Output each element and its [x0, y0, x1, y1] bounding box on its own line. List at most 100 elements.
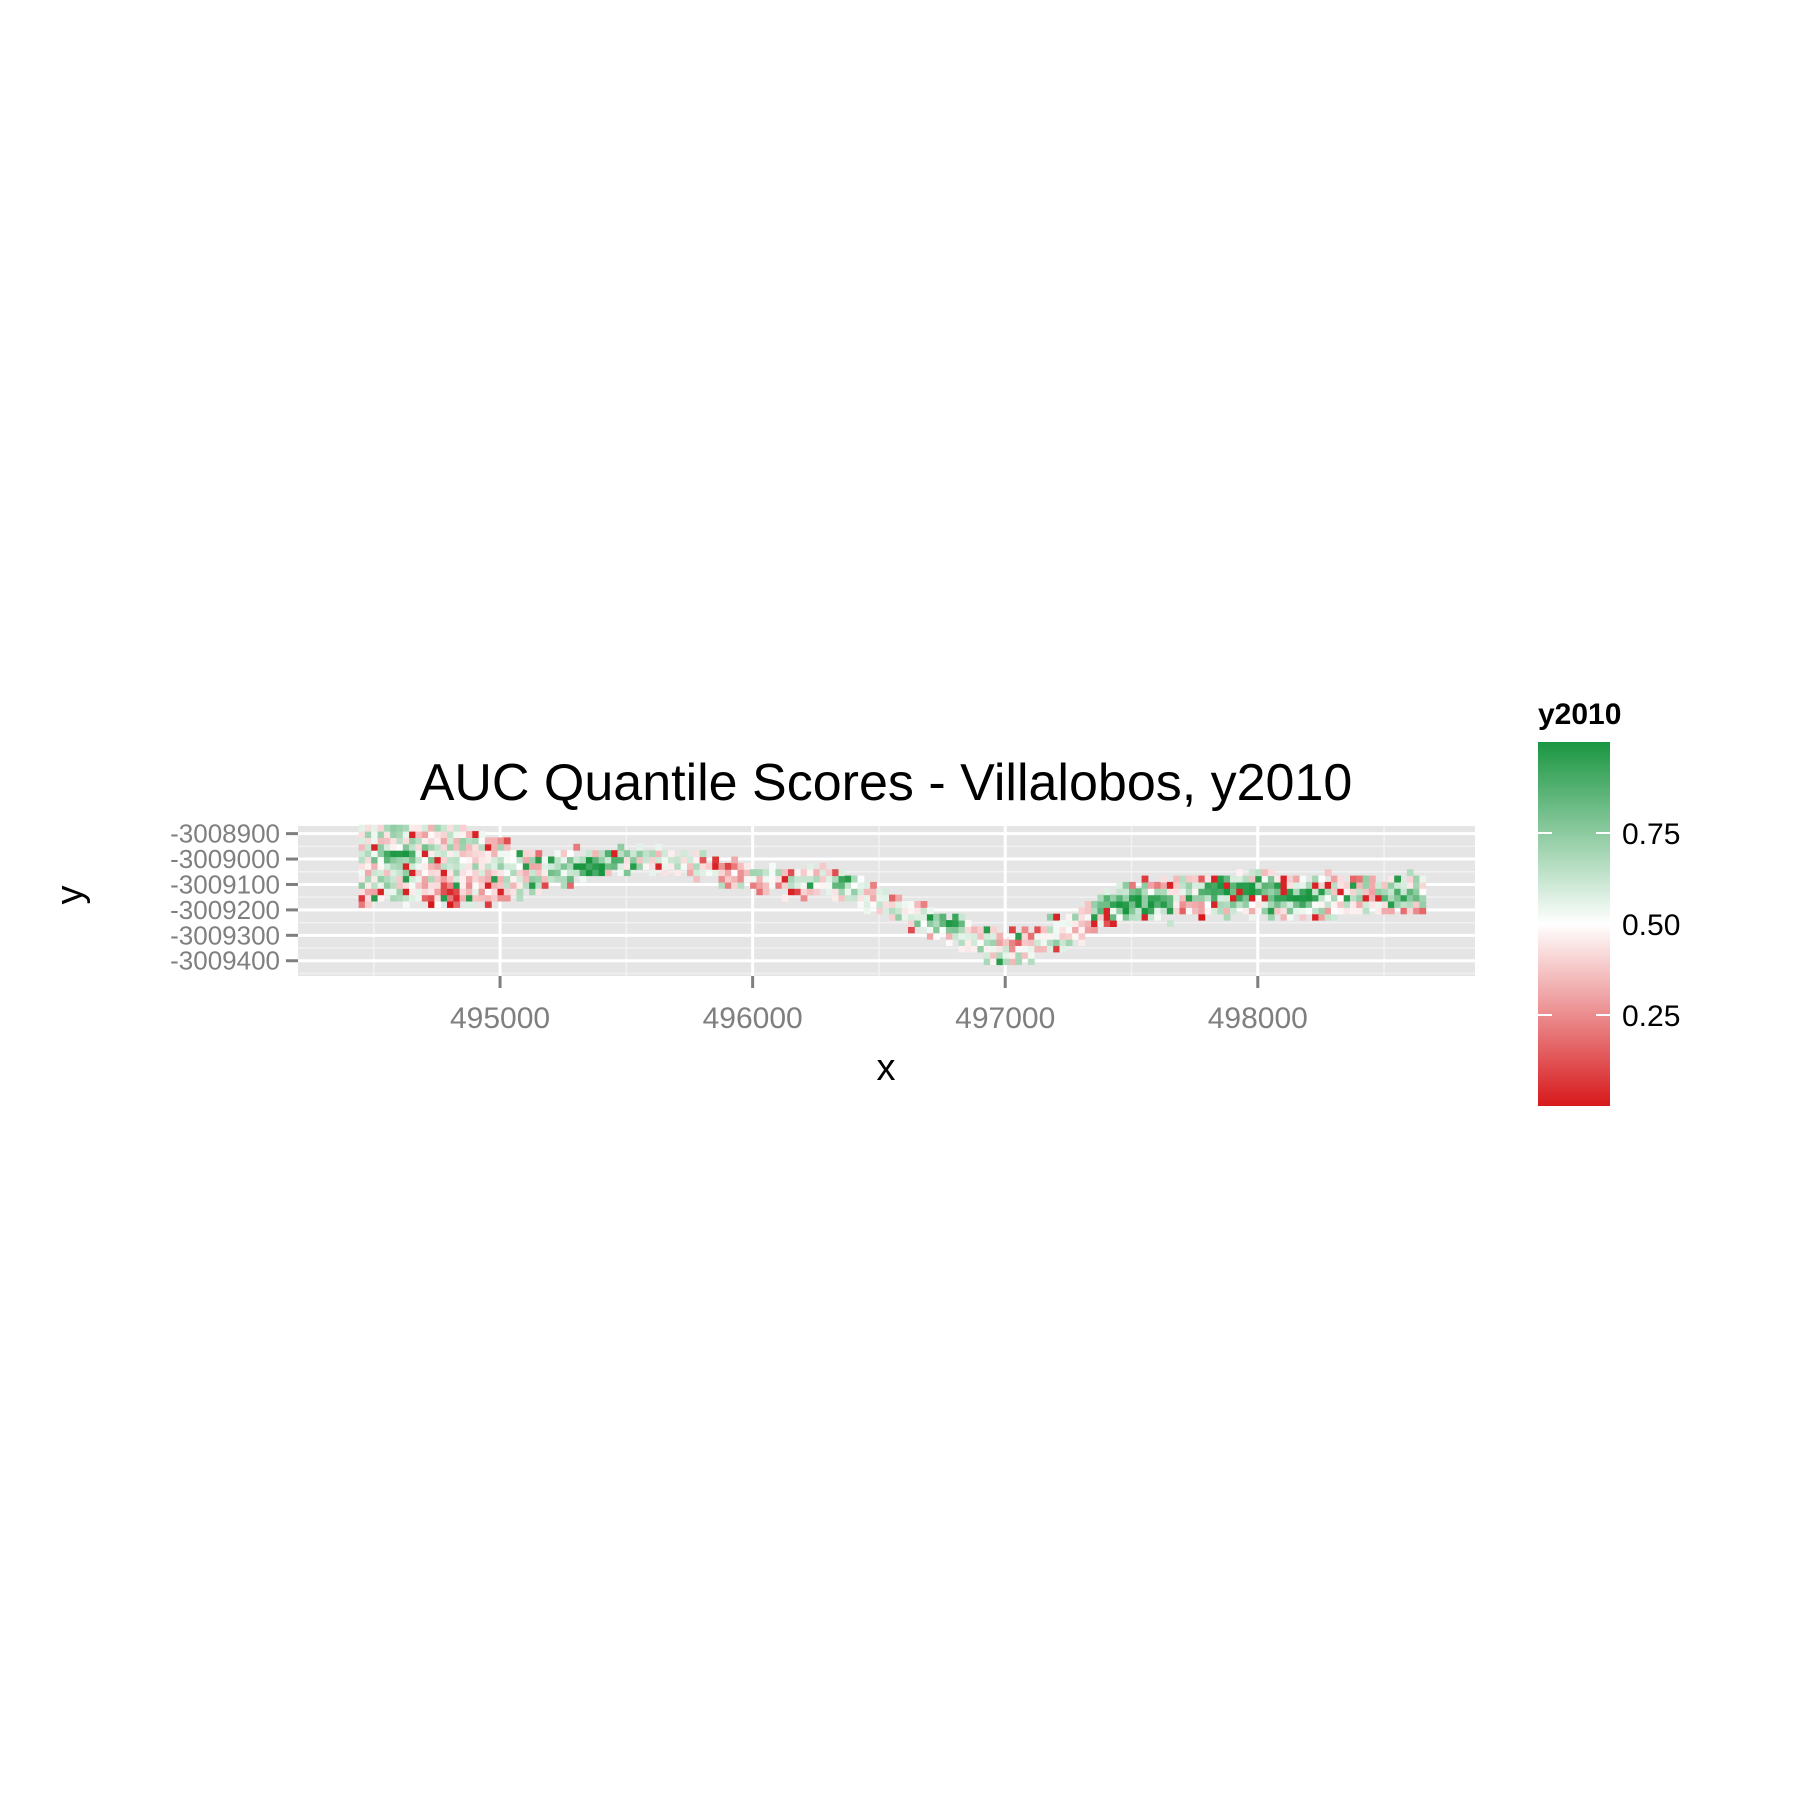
- heatmap-cell: [1002, 939, 1010, 946]
- heatmap-cell: [1192, 888, 1199, 896]
- heatmap-cell: [996, 951, 1004, 959]
- heatmap-cell: [1065, 939, 1073, 946]
- heatmap-cell: [478, 843, 486, 851]
- heatmap-cell: [908, 901, 915, 908]
- heatmap-cell: [383, 875, 391, 883]
- heatmap-cell: [1286, 907, 1294, 915]
- heatmap-cell: [1293, 907, 1300, 915]
- heatmap-cell: [573, 862, 581, 870]
- heatmap-cell: [1381, 888, 1389, 896]
- heatmap-cell: [756, 881, 764, 889]
- heatmap-cell: [560, 869, 568, 877]
- heatmap-cell: [1129, 894, 1136, 902]
- heatmap-cell: [573, 856, 581, 864]
- heatmap-cell: [466, 831, 473, 838]
- heatmap-cell: [598, 862, 606, 870]
- heatmap-cell: [1394, 901, 1401, 908]
- y-axis: -3008900-3009000-3009100-3009200-3009300…: [170, 819, 298, 976]
- heatmap-cell: [415, 869, 423, 877]
- heatmap-cell: [364, 837, 372, 845]
- heatmap-cell: [1350, 875, 1357, 883]
- heatmap-cell: [971, 932, 978, 940]
- heatmap-cell: [1331, 875, 1338, 883]
- heatmap-cell: [428, 856, 435, 864]
- heatmap-cell: [819, 881, 827, 889]
- heatmap-cell: [743, 875, 751, 883]
- heatmap-cell: [415, 856, 423, 864]
- color-legend: y2010 0.25 0.50 0.75: [1538, 698, 1680, 1106]
- heatmap-cell: [478, 831, 486, 838]
- heatmap-cell: [1135, 888, 1143, 896]
- heatmap-cell: [383, 888, 391, 896]
- heatmap-cell: [649, 869, 656, 877]
- y-tick-label: -3009200: [170, 895, 280, 925]
- heatmap-cell: [1362, 888, 1370, 896]
- heatmap-cell: [1236, 894, 1244, 902]
- heatmap-cell: [390, 831, 397, 838]
- heatmap-cell: [832, 888, 839, 896]
- heatmap-cell: [863, 881, 871, 889]
- heatmap-cell: [428, 869, 435, 877]
- heatmap-cell: [1166, 881, 1174, 889]
- heatmap-cell: [1091, 901, 1098, 908]
- heatmap-cell: [977, 932, 985, 940]
- heatmap-cell: [775, 881, 783, 889]
- heatmap-cell: [819, 869, 827, 877]
- heatmap-cell: [1021, 939, 1029, 946]
- heatmap-cell: [1166, 888, 1174, 896]
- heatmap-cell: [1141, 907, 1149, 915]
- heatmap-cell: [390, 875, 397, 883]
- x-tick-label: 497000: [955, 1002, 1055, 1035]
- heatmap-cell: [1166, 920, 1174, 927]
- heatmap-cell: [1236, 869, 1244, 877]
- heatmap-cell: [1053, 939, 1060, 946]
- heatmap-cell: [434, 850, 442, 858]
- heatmap-cell: [1204, 894, 1212, 902]
- heatmap-cell: [876, 888, 884, 896]
- heatmap-cell: [1204, 901, 1212, 908]
- heatmap-cell: [1230, 894, 1237, 902]
- heatmap-cell: [756, 888, 764, 896]
- heatmap-cell: [1343, 901, 1351, 908]
- heatmap-cell: [668, 850, 675, 858]
- heatmap-cell: [428, 888, 435, 896]
- heatmap-cell: [1368, 875, 1376, 883]
- heatmap-cell: [1021, 932, 1029, 940]
- heatmap-cell: [1185, 907, 1193, 915]
- heatmap-cell: [990, 951, 997, 959]
- heatmap-cell: [718, 881, 726, 889]
- heatmap-cell: [952, 926, 959, 934]
- heatmap-cell: [788, 869, 795, 877]
- heatmap-cell: [901, 901, 909, 908]
- heatmap-cell: [1280, 894, 1288, 902]
- heatmap-cell: [516, 881, 524, 889]
- heatmap-cell: [1286, 913, 1294, 921]
- heatmap-cell: [402, 875, 410, 883]
- heatmap-cell: [1223, 881, 1231, 889]
- heatmap-cell: [1343, 907, 1351, 915]
- heatmap-cell: [377, 888, 385, 896]
- heatmap-cell: [1021, 945, 1029, 953]
- heatmap-cell: [1204, 907, 1212, 915]
- heatmap-cell: [964, 920, 972, 927]
- heatmap-cell: [920, 901, 928, 908]
- heatmap-cell: [1122, 901, 1130, 908]
- heatmap-cell: [699, 862, 707, 870]
- heatmap-cell: [1053, 913, 1060, 921]
- heatmap-cell: [484, 837, 492, 845]
- heatmap-cell: [952, 920, 959, 927]
- heatmap-cell: [857, 888, 865, 896]
- heatmap-cell: [1419, 901, 1427, 908]
- heatmap-cell: [409, 843, 416, 851]
- heatmap-cell: [421, 843, 429, 851]
- heatmap-cell: [1248, 907, 1256, 915]
- heatmap-cell: [1375, 901, 1382, 908]
- heatmap-cell: [649, 862, 656, 870]
- heatmap-cell: [447, 888, 454, 896]
- heatmap-cell: [371, 862, 378, 870]
- heatmap-cell: [1154, 901, 1161, 908]
- heatmap-cell: [939, 913, 947, 921]
- heatmap-cell: [459, 831, 467, 838]
- heatmap-cell: [996, 945, 1004, 953]
- heatmap-cell: [1046, 926, 1054, 934]
